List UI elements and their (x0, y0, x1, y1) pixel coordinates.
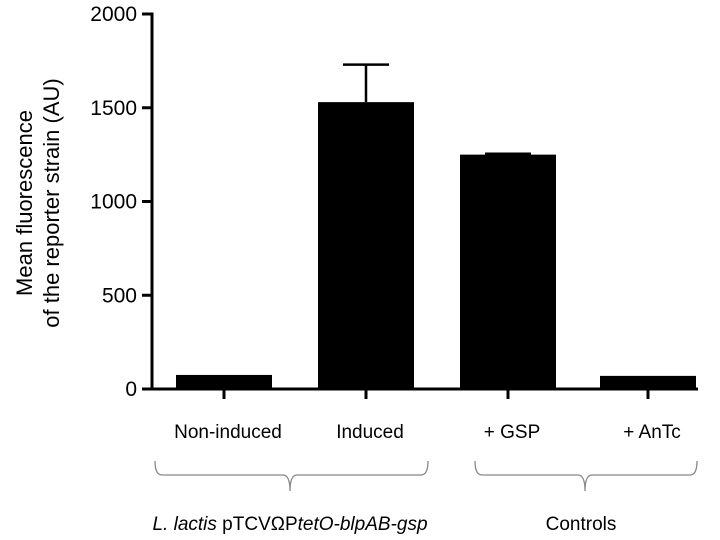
bars (176, 63, 696, 389)
bar (460, 154, 556, 389)
bar (600, 375, 696, 389)
bar (318, 102, 414, 389)
group-bracket (154, 460, 429, 492)
y-tick-label: 500 (102, 284, 137, 307)
y-axis-label: Mean fluorescenceof the reporter strain … (12, 78, 64, 327)
y-tick-label: 1000 (90, 191, 137, 214)
y-axis-title-line: Mean fluorescence (12, 110, 37, 296)
x-tick-label: Induced (336, 422, 404, 443)
group-label-part: Controls (546, 514, 617, 535)
y-axis: 0 500 1000 1500 2000 (90, 3, 154, 401)
group-label-part: tetO-blpAB-gsp (298, 514, 428, 535)
y-tick-label: 0 (125, 378, 137, 401)
group-brackets: L. lactis pTCVΩPtetO-blpAB-gsp Controls (152, 460, 698, 535)
group-bracket (474, 460, 698, 492)
y-axis-title-line: of the reporter strain (AU) (39, 78, 64, 327)
y-tick-label: 2000 (90, 3, 137, 26)
group-label: L. lactis pTCVΩPtetO-blpAB-gsp (152, 514, 427, 535)
group-label-part: pTCVΩP (217, 514, 298, 535)
x-axis: Non-induced Induced + GSP + AnTc (150, 387, 698, 443)
x-tick-label: + GSP (484, 422, 541, 443)
x-tick-label: Non-induced (174, 422, 282, 443)
y-axis-title: Mean fluorescenceof the reporter strain … (12, 78, 64, 327)
bar (176, 374, 272, 389)
y-tick-label: 1500 (90, 97, 137, 120)
group-label: Controls (546, 514, 617, 535)
group-label-part: L. lactis (152, 514, 217, 535)
x-tick-label: + AnTc (623, 422, 681, 443)
